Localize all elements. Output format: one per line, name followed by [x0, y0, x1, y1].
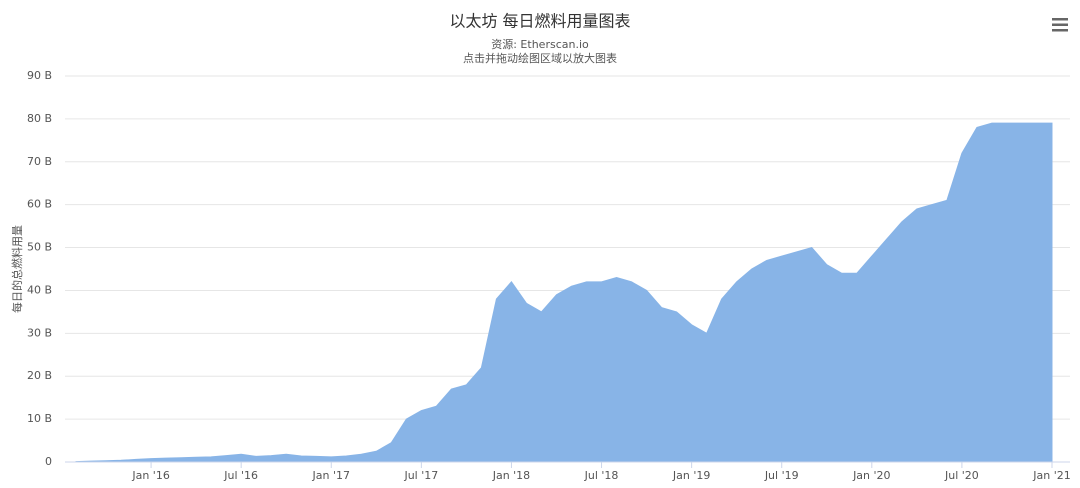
x-tick-label: Jan '17 — [312, 469, 350, 482]
x-tick-label: Jul '20 — [944, 469, 979, 482]
y-tick-label: 90 B — [27, 69, 52, 82]
x-tick-label: Jan '20 — [852, 469, 890, 482]
menu-bar — [1052, 23, 1068, 26]
y-tick-label: 80 B — [27, 112, 52, 125]
chart-title: 以太坊 每日燃料用量图表 — [449, 12, 630, 31]
x-tick-label: Jul '16 — [223, 469, 258, 482]
y-tick-label: 70 B — [27, 155, 52, 168]
y-tick-label: 20 B — [27, 369, 52, 382]
y-tick-label: 50 B — [27, 241, 52, 254]
y-tick-label: 30 B — [27, 326, 52, 339]
x-tick-label: Jul '17 — [403, 469, 438, 482]
x-tick-label: Jul '18 — [584, 469, 619, 482]
x-tick-label: Jan '19 — [672, 469, 710, 482]
y-tick-label: 0 — [45, 455, 52, 468]
chart-subtitle: 资源: Etherscan.io — [491, 37, 589, 51]
menu-button[interactable] — [1052, 18, 1068, 32]
y-tick-label: 10 B — [27, 412, 52, 425]
menu-bar — [1052, 29, 1068, 32]
x-tick-label: Jan '18 — [492, 469, 530, 482]
area — [75, 122, 1053, 463]
y-axis-label: 每日的总燃料用量 — [10, 225, 24, 313]
x-tick-label: Jan '21 — [1032, 469, 1070, 482]
x-tick-label: Jan '16 — [131, 469, 169, 482]
y-tick-label: 40 B — [27, 283, 52, 296]
chart-subtitle: 点击并拖动绘图区域以放大图表 — [463, 51, 617, 65]
y-tick-label: 60 B — [27, 198, 52, 211]
x-tick-label: Jul '19 — [764, 469, 799, 482]
menu-bar — [1052, 18, 1068, 21]
